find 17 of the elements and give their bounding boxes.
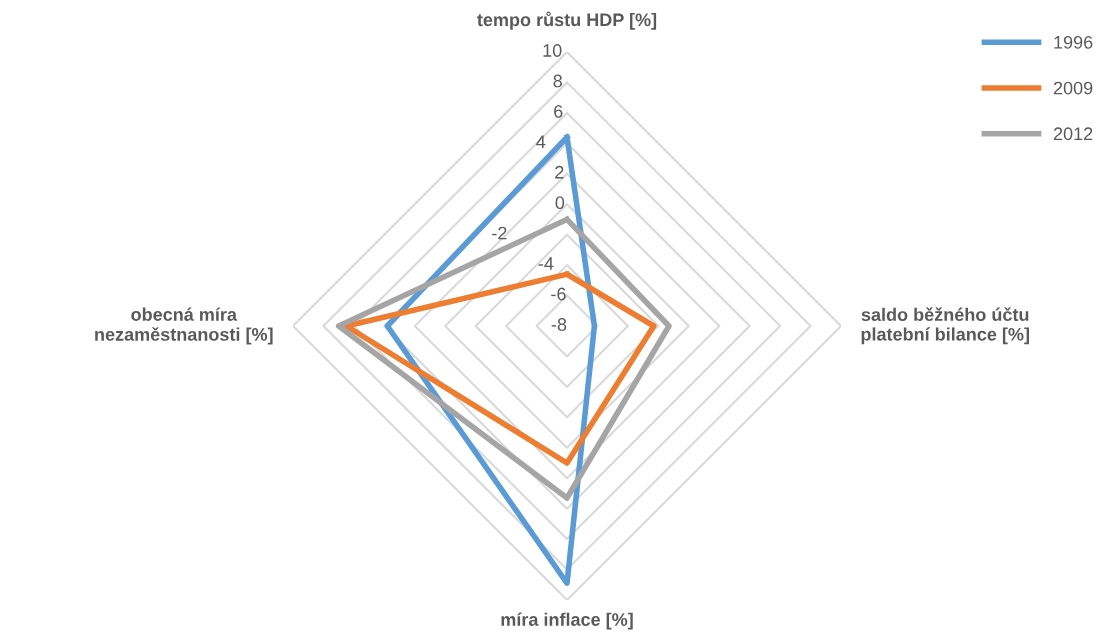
spoke-label: tempo růstu HDP [%] [477, 11, 657, 30]
legend-label: 1996 [1054, 35, 1093, 49]
y-tick-label: 10 [543, 44, 562, 57]
spoke-label: obecná míra nezaměstnanosti [%] [95, 307, 273, 345]
y-tick-label: -2 [492, 226, 507, 240]
legend-label: 2009 [1053, 81, 1093, 95]
spoke-label: saldo běžného účtu platební bilance [%] [861, 307, 1029, 345]
y-tick-label: -4 [538, 257, 554, 270]
y-tick-label: -8 [551, 318, 567, 331]
y-tick-label: 8 [553, 74, 562, 88]
legend-label: 2012 [1053, 127, 1093, 141]
y-tick-label: 0 [555, 196, 565, 210]
y-tick-label: 6 [554, 104, 563, 118]
y-tick-label: 2 [555, 165, 564, 179]
y-tick-label: -6 [551, 287, 566, 301]
y-tick-label: 4 [536, 135, 546, 149]
spoke-label: míra inflace [%] [501, 612, 633, 630]
